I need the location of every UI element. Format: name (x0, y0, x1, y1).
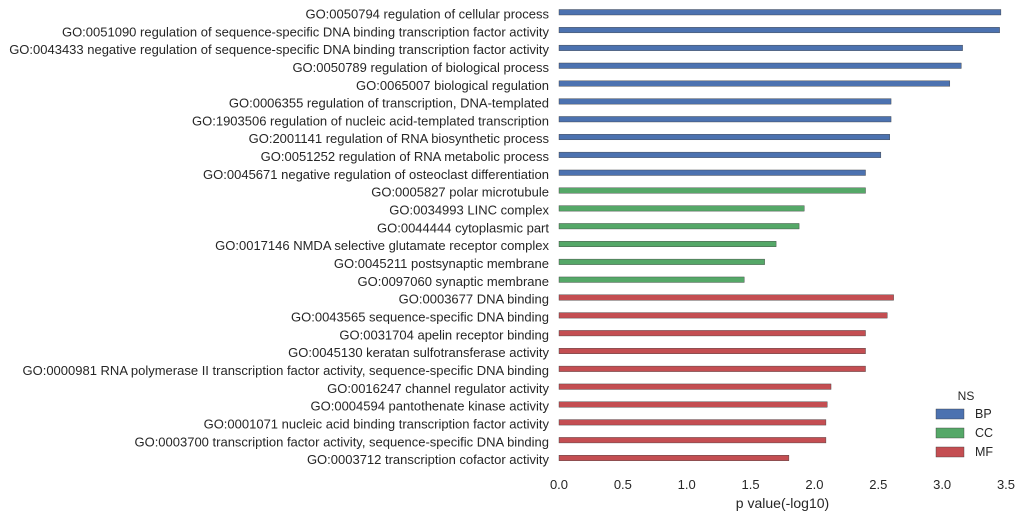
legend-swatch-mf (935, 446, 965, 458)
category-label: GO:0045211 postsynaptic membrane (334, 256, 549, 271)
legend-title: NS (958, 389, 975, 403)
bar-bp (558, 27, 1000, 34)
bar-bp (558, 80, 951, 87)
category-label: GO:0043433 negative regulation of sequen… (9, 42, 549, 57)
category-label: GO:0065007 biological regulation (356, 78, 549, 93)
legend-label-mf: MF (975, 445, 993, 459)
x-tick-label: 2.0 (805, 477, 823, 492)
category-label: GO:0017146 NMDA selective glutamate rece… (215, 238, 549, 253)
bar-cc (558, 258, 765, 265)
bar-mf (558, 330, 866, 337)
bar-bp (558, 98, 892, 105)
bar-mf (558, 401, 828, 408)
legend: NS BP CC MF (935, 389, 993, 459)
bar-cc (558, 205, 805, 212)
category-label: GO:0031704 apelin receptor binding (339, 327, 549, 342)
x-tick-label: 0.5 (614, 477, 632, 492)
category-label: GO:0051252 regulation of RNA metabolic p… (261, 149, 550, 164)
bar-mf (558, 437, 827, 444)
category-label: GO:0050789 regulation of biological proc… (292, 60, 549, 75)
category-label: GO:0045130 keratan sulfotransferase acti… (288, 345, 549, 360)
bar-cc (558, 276, 745, 283)
bar-mf (558, 383, 832, 390)
bar-bp (558, 134, 890, 141)
x-tick-label: 1.0 (678, 477, 696, 492)
legend-label-cc: CC (975, 426, 993, 440)
x-tick-label: 3.0 (933, 477, 951, 492)
category-label: GO:1903506 regulation of nucleic acid-te… (192, 113, 549, 128)
category-label: GO:0051090 regulation of sequence-specif… (62, 24, 550, 39)
bar-mf (558, 348, 866, 354)
bar-mf (558, 419, 827, 426)
category-label: GO:0050794 regulation of cellular proces… (305, 6, 549, 21)
category-label: GO:0003677 DNA binding (399, 292, 549, 307)
category-label: GO:0003712 transcription cofactor activi… (307, 452, 550, 467)
bar-bp (558, 151, 882, 158)
category-label: GO:0000981 RNA polymerase II transcripti… (22, 363, 549, 378)
x-axis-ticks: 0.0 0.5 1.0 1.5 2.0 2.5 3.0 3.5 (550, 477, 1015, 492)
bar-mf (558, 365, 866, 372)
bars-group (558, 9, 1002, 461)
x-axis-title: p value(-log10) (736, 495, 829, 511)
category-label: GO:0097060 synaptic membrane (358, 274, 550, 289)
category-label: GO:0034993 LINC complex (389, 203, 549, 218)
category-label: GO:0044444 cytoplasmic part (377, 220, 549, 235)
bar-bp (558, 44, 963, 51)
bar-bp (558, 169, 866, 176)
legend-swatch-bp (935, 408, 965, 420)
bar-cc (558, 241, 777, 247)
category-label: GO:0001071 nucleic acid binding transcri… (204, 417, 550, 432)
category-labels: GO:0050794 regulation of cellular proces… (9, 6, 549, 467)
category-label: GO:0004594 pantothenate kinase activity (311, 399, 550, 414)
category-label: GO:0045671 negative regulation of osteoc… (203, 167, 549, 182)
x-tick-label: 1.5 (742, 477, 760, 492)
category-label: GO:0005827 polar microtubule (371, 185, 549, 200)
category-label: GO:0016247 channel regulator activity (327, 381, 549, 396)
legend-label-bp: BP (975, 407, 992, 421)
bar-bp (558, 62, 962, 69)
legend-entries: BP CC MF (935, 407, 993, 459)
x-tick-label: 0.0 (550, 477, 568, 492)
bar-cc (558, 187, 866, 194)
legend-swatch-cc (935, 427, 965, 439)
x-tick-label: 2.5 (869, 477, 887, 492)
bar-bp (558, 116, 892, 123)
category-label: GO:0003700 transcription factor activity… (134, 434, 549, 449)
bar-mf (558, 294, 894, 301)
x-tick-label: 3.5 (997, 477, 1015, 492)
category-label: GO:0006355 regulation of transcription, … (229, 96, 549, 111)
bar-mf (558, 312, 888, 319)
bar-cc (558, 223, 800, 230)
bar-bp (558, 9, 1002, 16)
category-label: GO:2001141 regulation of RNA biosyntheti… (249, 131, 550, 146)
category-label: GO:0043565 sequence-specific DNA binding (291, 310, 549, 325)
bar-mf (558, 455, 790, 461)
